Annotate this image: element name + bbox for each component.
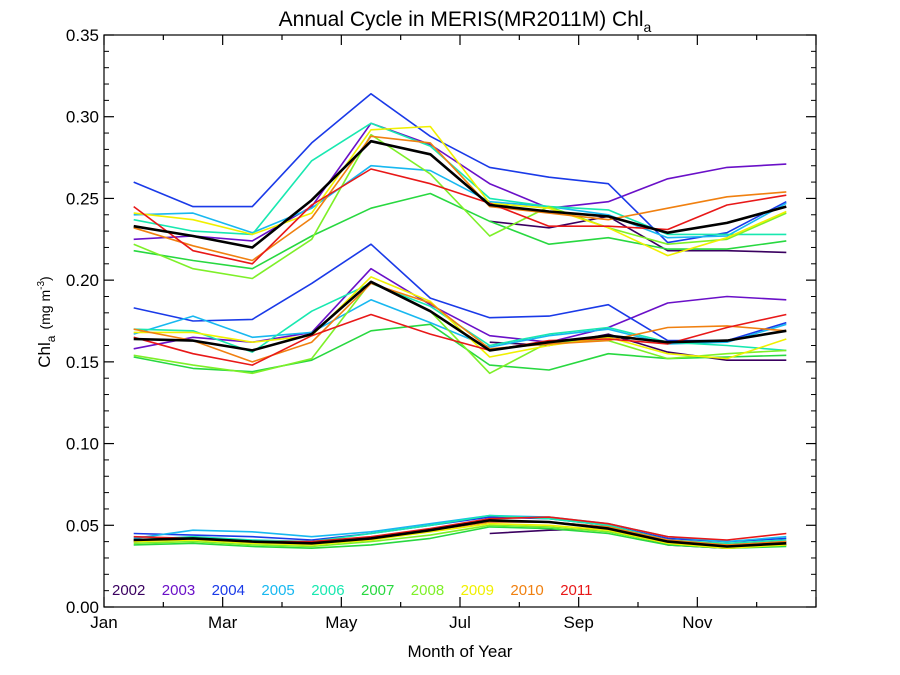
x-tick-label: Mar bbox=[208, 613, 238, 632]
series-line-2009-middle bbox=[133, 276, 787, 360]
series-line-2009-upper bbox=[133, 125, 787, 257]
x-tick-label: May bbox=[325, 613, 358, 632]
y-axis-title-subscript: a bbox=[44, 335, 58, 342]
y-axis-title-units: (mg m bbox=[37, 290, 53, 330]
series-line-2006-upper bbox=[133, 122, 787, 236]
series-line-2007-lower bbox=[133, 526, 787, 549]
legend-item-2011: 2011 bbox=[560, 582, 592, 599]
series-line-mean-upper bbox=[133, 139, 787, 249]
legend-item-2009: 2009 bbox=[461, 582, 494, 599]
y-tick-label: 0.10 bbox=[66, 435, 99, 454]
y-tick-label: 0.05 bbox=[66, 516, 99, 535]
svg-text:Chla(mg m-3): Chla (mg m-3) bbox=[35, 276, 58, 367]
legend: 2002 2003 2004 2005 2006 2007 2008 2009 2010 2011 bbox=[112, 582, 592, 599]
y-tick-label: 0.30 bbox=[66, 108, 99, 127]
plot-area bbox=[133, 93, 787, 549]
y-axis-title-units-close: ) bbox=[37, 276, 53, 281]
legend-item-2005: 2005 bbox=[261, 582, 294, 599]
x-tick-label: Jan bbox=[90, 613, 117, 632]
axes: 0.00 0.05 0.10 0.15 0.20 0.25 0.30 0.35 Jan Mar Ma… bbox=[66, 26, 817, 632]
y-tick-label: 0.00 bbox=[66, 598, 99, 617]
chart-title-text: Annual Cycle in MERIS(MR2011M) Chl bbox=[279, 8, 644, 31]
y-axis-title-units-exp: -3 bbox=[36, 281, 47, 290]
legend-item-2008: 2008 bbox=[411, 582, 444, 599]
legend-item-2002: 2002 bbox=[112, 582, 145, 599]
legend-item-2007: 2007 bbox=[361, 582, 394, 599]
series-line-2005-upper bbox=[133, 164, 787, 239]
series-line-2007-upper bbox=[133, 192, 787, 270]
series-line-2004-upper bbox=[133, 93, 787, 244]
legend-item-2006: 2006 bbox=[311, 582, 344, 599]
series-line-mean-middle bbox=[133, 280, 787, 352]
x-tick-label: Jul bbox=[449, 613, 471, 632]
legend-item-2010: 2010 bbox=[510, 582, 543, 599]
series-line-2010-upper bbox=[133, 135, 787, 262]
x-tick-label: Nov bbox=[682, 613, 713, 632]
chart-title: Annual Cycle in MERIS(MR2011M) Chla bbox=[279, 8, 652, 35]
series-line-2003-middle bbox=[133, 267, 787, 350]
series-line-2005-middle bbox=[133, 299, 787, 348]
series-line-2009-lower bbox=[133, 522, 787, 549]
series-line-mean-lower bbox=[133, 519, 787, 548]
series-line-2002-upper bbox=[489, 215, 787, 254]
x-tick-label: Sep bbox=[564, 613, 594, 632]
y-tick-label: 0.20 bbox=[66, 271, 99, 290]
series-line-2008-upper bbox=[133, 133, 787, 280]
y-tick-label: 0.35 bbox=[66, 26, 99, 45]
x-axis-title: Month of Year bbox=[408, 642, 513, 661]
y-axis-title-text: Chl bbox=[35, 342, 54, 368]
series-line-2010-middle bbox=[133, 282, 787, 363]
svg-text:Annual Cycle in MERIS(MR2011M): Annual Cycle in MERIS(MR2011M) Chla bbox=[279, 8, 652, 35]
y-axis-title: Chla (mg m-3) bbox=[35, 276, 58, 367]
y-tick-label: 0.15 bbox=[66, 353, 99, 372]
series-line-2003-upper bbox=[133, 122, 787, 242]
y-tick-label: 0.25 bbox=[66, 189, 99, 208]
legend-item-2004: 2004 bbox=[212, 582, 245, 599]
legend-item-2003: 2003 bbox=[162, 582, 195, 599]
chart-title-subscript: a bbox=[644, 19, 652, 35]
series-line-2011-upper bbox=[133, 168, 787, 265]
